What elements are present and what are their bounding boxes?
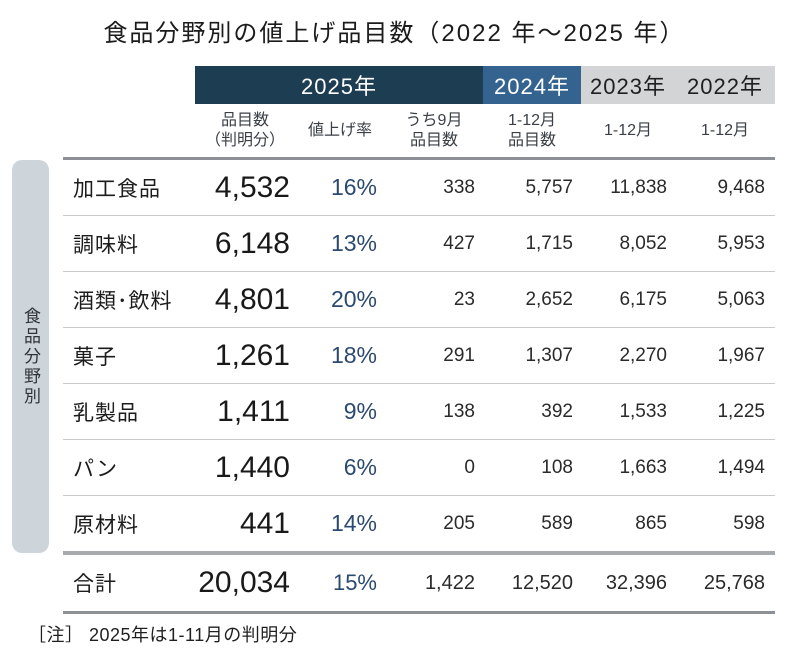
table-row: パン 1,440 6% 0 108 1,663 1,494 xyxy=(63,440,775,496)
year-header-2023: 2023年 xyxy=(590,74,666,99)
col-header-rate: 値上げ率 xyxy=(307,121,372,139)
table-cell: 11,838 xyxy=(610,176,667,198)
col-header-item-count: 品目数 （判明分） xyxy=(204,111,285,149)
table-cell: 1,967 xyxy=(717,344,765,366)
table-cell: 18% xyxy=(330,342,377,368)
table-row: 加工食品 4,532 16% 338 5,757 11,838 9,468 xyxy=(63,160,775,216)
table-cell: 6% xyxy=(343,454,377,480)
table-cell: 2,652 xyxy=(525,288,573,310)
year-header-spacer xyxy=(63,66,195,104)
table-cell: 14% xyxy=(330,510,377,536)
table-row: 調味料 6,148 13% 427 1,715 8,052 5,953 xyxy=(63,216,775,272)
table-cell: 5,063 xyxy=(717,288,765,310)
row-axis-label: 食品分野別 xyxy=(21,306,40,407)
table-cell: 205 xyxy=(443,512,475,534)
table-cell: 1,494 xyxy=(717,456,765,478)
sub-header-row: 品目数 （判明分） 値上げ率 うち9月 品目数 1-12月 品目数 1-12月 … xyxy=(63,104,775,157)
total-row: 合計 20,034 15% 1,422 12,520 32,396 25,768 xyxy=(63,551,775,614)
row-category-label: 加工食品 xyxy=(73,177,161,201)
table-cell: 2,270 xyxy=(619,344,667,366)
col-header-2023-months: 1-12月 xyxy=(603,121,653,139)
row-category-label: 乳製品 xyxy=(73,401,139,425)
table-cell: 9% xyxy=(343,398,377,424)
table-cell: 291 xyxy=(443,344,475,366)
table-cell: 6,148 xyxy=(214,226,290,260)
table-cell: 13% xyxy=(330,230,377,256)
table-cell: 1,411 xyxy=(217,394,290,428)
table-cell: 4,801 xyxy=(214,282,290,316)
year-header-row: 2025年 2024年 2023年 2022年 xyxy=(63,66,775,104)
table-cell: 1,261 xyxy=(214,338,290,372)
row-axis-pill: 食品分野別 xyxy=(12,160,49,553)
row-category-label: 合計 xyxy=(73,573,117,596)
table-cell: 8,052 xyxy=(619,232,667,254)
table-cell: 427 xyxy=(443,232,475,254)
year-header-gray-band: 2023年 2022年 xyxy=(581,66,775,104)
row-category-label: 酒類･飲料 xyxy=(73,289,173,313)
table-cell: 392 xyxy=(541,400,573,422)
year-header-2025: 2025年 xyxy=(195,66,483,104)
table-cell: 338 xyxy=(443,176,475,198)
table-cell: 32,396 xyxy=(605,571,667,594)
table-cell: 1,440 xyxy=(214,450,290,484)
footnote: ［注］ 2025年は1-11月の判明分 xyxy=(28,625,298,645)
row-category-label: 調味料 xyxy=(73,233,139,257)
table-cell: 1,422 xyxy=(424,571,475,594)
table-cell: 1,307 xyxy=(525,344,573,366)
table-row: 原材料 441 14% 205 589 865 598 xyxy=(63,496,775,551)
table-cell: 138 xyxy=(443,400,475,422)
row-category-label: パン xyxy=(73,457,119,481)
price-hike-table: 2025年 2024年 2023年 2022年 品目数 （判明分） 値上げ率 う… xyxy=(63,66,775,614)
table-cell: 15% xyxy=(332,570,377,595)
table-cell: 598 xyxy=(733,512,765,534)
table-cell: 20% xyxy=(330,286,377,312)
col-header-2024-items: 1-12月 品目数 xyxy=(507,111,557,149)
table-cell: 5,953 xyxy=(717,232,765,254)
table-cell: 1,663 xyxy=(619,456,667,478)
table-cell: 12,520 xyxy=(511,571,573,594)
table-cell: 1,533 xyxy=(619,400,667,422)
table-cell: 1,225 xyxy=(717,400,765,422)
table-cell: 4,532 xyxy=(214,170,290,204)
table-cell: 23 xyxy=(453,288,475,310)
table-cell: 108 xyxy=(541,456,573,478)
row-category-label: 菓子 xyxy=(73,345,117,369)
table-cell: 0 xyxy=(464,456,475,478)
table-row: 乳製品 1,411 9% 138 392 1,533 1,225 xyxy=(63,384,775,440)
table-cell: 441 xyxy=(239,506,290,540)
table-body: 加工食品 4,532 16% 338 5,757 11,838 9,468 調味料 6,148 1… xyxy=(63,157,775,551)
table-cell: 25,768 xyxy=(703,571,765,594)
table-cell: 16% xyxy=(330,174,377,200)
table-row: 酒類･飲料 4,801 20% 23 2,652 6,175 5,063 xyxy=(63,272,775,328)
table-cell: 20,034 xyxy=(198,566,290,599)
table-cell: 6,175 xyxy=(619,288,667,310)
table-row: 菓子 1,261 18% 291 1,307 2,270 1,967 xyxy=(63,328,775,384)
year-header-2024: 2024年 xyxy=(483,66,581,104)
table-cell: 5,757 xyxy=(525,176,573,198)
table-cell: 589 xyxy=(541,512,573,534)
table-cell: 1,715 xyxy=(525,232,573,254)
row-category-label: 原材料 xyxy=(73,513,139,537)
page-title: 食品分野別の値上げ品目数（2022 年～2025 年） xyxy=(103,20,686,47)
col-header-september: うち9月 品目数 xyxy=(405,111,463,149)
year-header-2022: 2022年 xyxy=(687,74,763,99)
table-cell: 9,468 xyxy=(717,176,765,198)
col-header-2022-months: 1-12月 xyxy=(700,121,750,139)
table-cell: 865 xyxy=(635,512,667,534)
